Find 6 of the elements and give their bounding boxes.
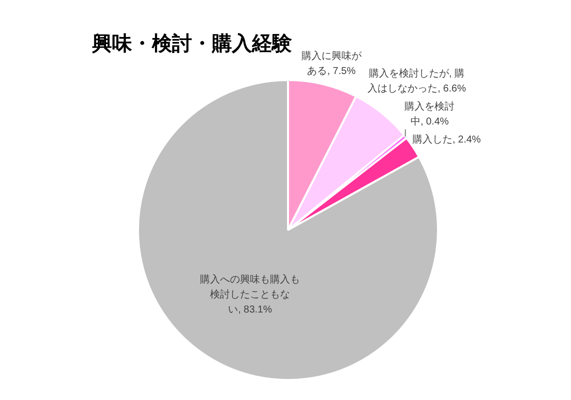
chart-title: 興味・検討・購入経験 <box>92 30 292 57</box>
slice-label: 購入を検討したが, 購入はしなかった, 6.6% <box>368 68 466 95</box>
slice-label: 購入した, 2.4% <box>412 134 481 146</box>
slice-label: 購入に興味がある, 7.5% <box>301 50 362 77</box>
slice-label: 購入への興味も購入も検討したこともない, 83.1% <box>200 273 300 316</box>
slice-label: 購入を検討中, 0.4% <box>404 100 455 128</box>
